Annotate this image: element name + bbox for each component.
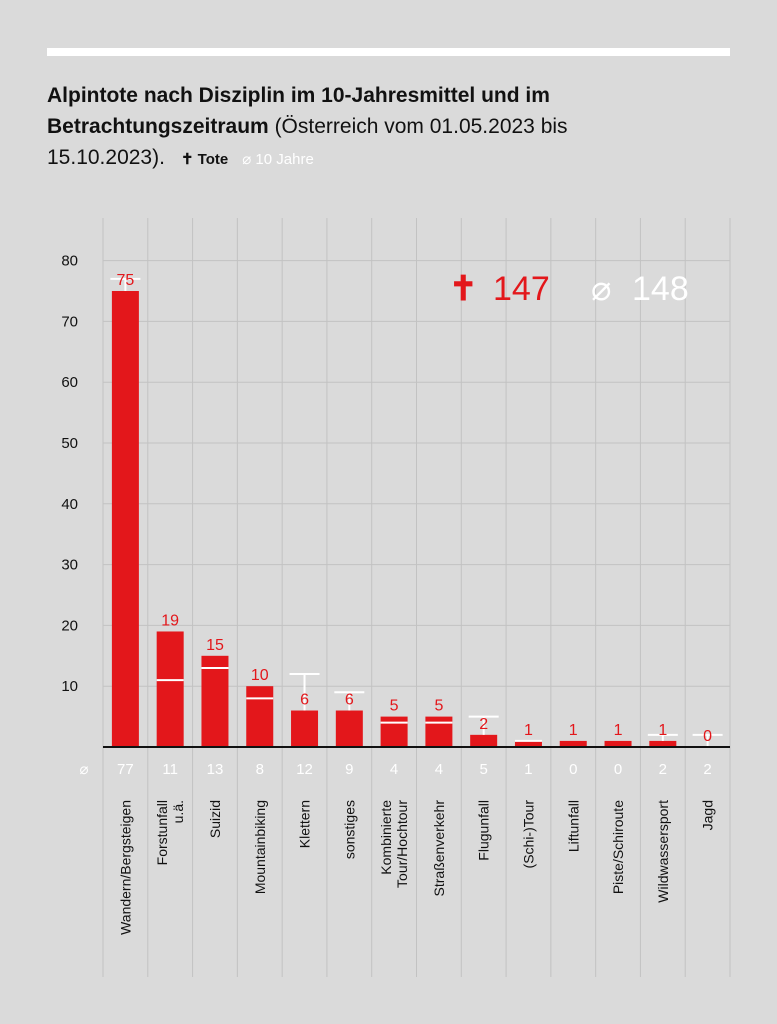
total-avg-value: 148 xyxy=(632,270,689,308)
y-tick-label: 70 xyxy=(61,313,78,330)
bar-value-label: 1 xyxy=(524,722,533,739)
avg-value-label: 4 xyxy=(435,761,443,778)
category-label-line: Flugunfall xyxy=(476,800,492,861)
y-tick-label: 30 xyxy=(61,557,78,574)
bar xyxy=(514,740,542,747)
bar xyxy=(111,291,139,747)
y-tick-label: 80 xyxy=(61,253,78,270)
bar-value-label: 10 xyxy=(251,667,269,684)
total-avg-symbol: ⌀ xyxy=(591,270,611,308)
chart-grid xyxy=(102,218,731,977)
legend-tote: ✝ Tote xyxy=(180,151,229,168)
category-label: Klettern xyxy=(297,800,313,848)
category-label-line: Tour/Hochtour xyxy=(394,800,410,888)
chart-category-labels: Wandern/Bergsteigen Forstunfallu.ä. Suizid… xyxy=(117,800,715,935)
avg-value-label: 0 xyxy=(569,761,577,778)
y-tick-label: 60 xyxy=(61,374,78,391)
category-label-line: u.ä. xyxy=(170,800,186,823)
avg-value-label: 2 xyxy=(659,761,667,778)
bar-value-label: 6 xyxy=(345,692,354,709)
avg-value-label: 12 xyxy=(296,761,313,778)
category-label-line: Piste/Schiroute xyxy=(610,800,626,894)
avg-value-label: 2 xyxy=(703,761,711,778)
category-label: sonstiges xyxy=(341,800,357,859)
category-label-line: Straßenverkehr xyxy=(431,800,447,897)
category-label-line: Wandern/Bergsteigen xyxy=(117,800,133,935)
category-label: Jagd xyxy=(700,800,716,830)
bar-value-label: 0 xyxy=(703,728,712,745)
category-label-line: Kombinierte xyxy=(378,800,394,875)
bar xyxy=(201,655,229,747)
category-label: (Schi-)Tour xyxy=(520,800,536,869)
category-label-line: Liftunfall xyxy=(565,800,581,852)
bar-value-label: 1 xyxy=(569,722,578,739)
avg-value-label: 8 xyxy=(256,761,264,778)
avg-value-label: 13 xyxy=(207,761,224,778)
avg-value-label: 77 xyxy=(117,761,134,778)
bar xyxy=(335,710,363,747)
bar-value-label: 5 xyxy=(390,698,399,715)
y-tick-label: 20 xyxy=(61,617,78,634)
category-label: Wandern/Bergsteigen xyxy=(117,800,133,935)
bar xyxy=(649,740,677,747)
avg-value-label: 11 xyxy=(162,761,178,778)
bar-value-label: 2 xyxy=(479,716,488,733)
bar-value-label: 75 xyxy=(116,272,134,289)
avg-row-symbol: ⌀ xyxy=(79,761,88,778)
category-label: Flugunfall xyxy=(476,800,492,861)
category-label-line: Jagd xyxy=(700,800,716,830)
category-label-line: Forstunfall xyxy=(154,800,170,865)
chart-y-ticks: 10 20 30 40 50 60 70 80 xyxy=(61,253,78,696)
category-label-line: Klettern xyxy=(297,800,313,848)
avg-value-label: 4 xyxy=(390,761,398,778)
category-label-line: (Schi-)Tour xyxy=(520,800,536,869)
bar-value-label: 19 xyxy=(161,612,179,629)
category-label-line: Suizid xyxy=(207,800,223,838)
avg-value-label: 9 xyxy=(345,761,353,778)
category-label: Piste/Schiroute xyxy=(610,800,626,894)
y-tick-label: 40 xyxy=(61,496,78,513)
bar xyxy=(156,631,184,747)
bar xyxy=(380,716,408,747)
y-tick-label: 10 xyxy=(61,678,78,695)
chart-avg-row: 77 11 13 8 12 9 4 4 5 1 0 0 2 2 ⌀ xyxy=(79,761,711,778)
category-label: Wildwassersport xyxy=(655,800,671,903)
bar xyxy=(246,686,274,747)
legend-avg: ⌀ 10 Jahre xyxy=(242,151,314,168)
bar-value-label: 1 xyxy=(658,722,667,739)
total-tote-value: 147 xyxy=(493,270,550,308)
bar-value-label: 15 xyxy=(206,637,224,654)
category-label: Forstunfallu.ä. xyxy=(154,800,186,865)
bar xyxy=(604,740,632,747)
bar xyxy=(425,716,453,747)
avg-value-label: 5 xyxy=(480,761,488,778)
y-tick-label: 50 xyxy=(61,435,78,452)
category-label-line: Mountainbiking xyxy=(252,800,268,894)
chart-subtitle: (Österreich vom 01.05.2023 bis 15.10.202… xyxy=(47,115,568,169)
category-label-line: Wildwassersport xyxy=(655,800,671,903)
top-rule xyxy=(47,48,730,56)
category-label: Liftunfall xyxy=(565,800,581,852)
chart-bars xyxy=(111,291,677,747)
total-tote-symbol: ✝ xyxy=(449,270,478,308)
bar xyxy=(559,740,587,747)
bar xyxy=(291,710,319,747)
chart-title: Alpintote nach Disziplin im 10-Jahresmit… xyxy=(47,84,550,138)
category-label: Straßenverkehr xyxy=(431,800,447,897)
bar-value-label: 6 xyxy=(300,692,309,709)
bar-value-label: 1 xyxy=(614,722,623,739)
category-label: Suizid xyxy=(207,800,223,838)
bar xyxy=(470,734,498,747)
category-label: Mountainbiking xyxy=(252,800,268,894)
chart-heading: Alpintote nach Disziplin im 10-Jahresmit… xyxy=(47,80,687,175)
avg-value-label: 1 xyxy=(524,761,532,778)
category-label: KombinierteTour/Hochtour xyxy=(378,800,410,888)
bar-value-label: 5 xyxy=(434,698,443,715)
avg-value-label: 0 xyxy=(614,761,622,778)
category-label-line: sonstiges xyxy=(341,800,357,859)
